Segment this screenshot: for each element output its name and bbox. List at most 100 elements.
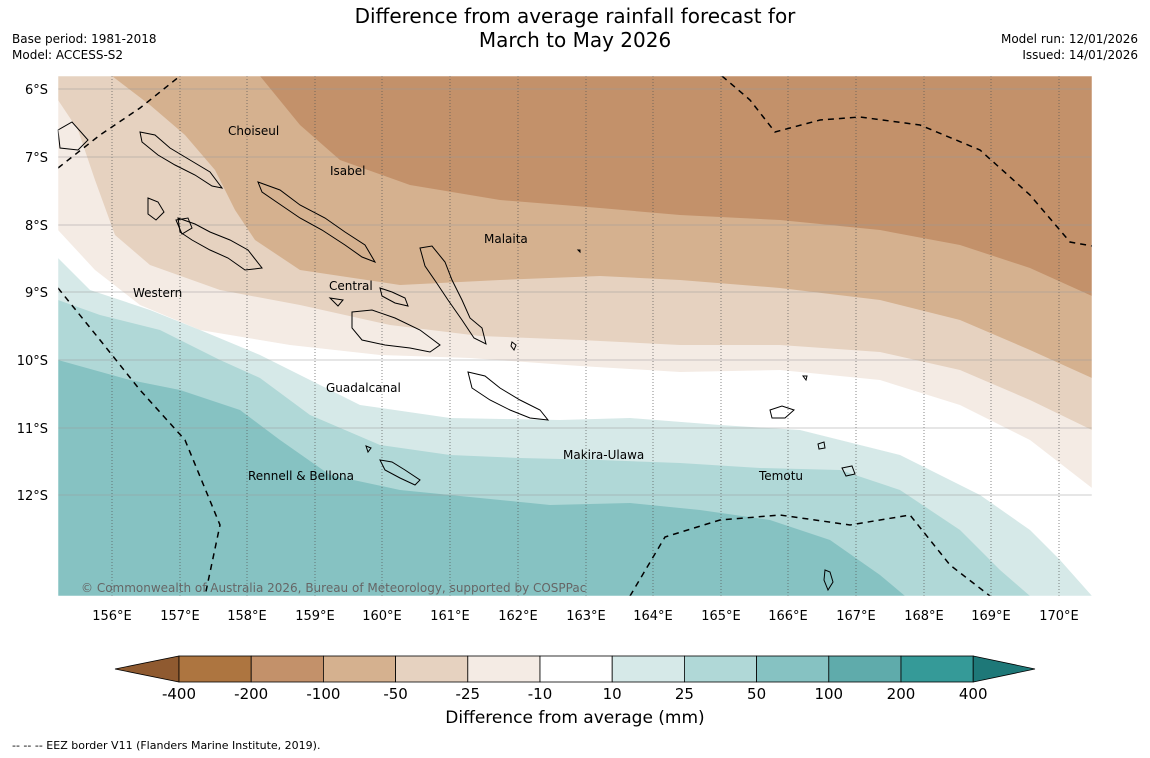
colorbar-bin xyxy=(467,655,541,683)
lon-label: 170°E xyxy=(1039,609,1079,624)
guadalcanal-island xyxy=(351,309,441,353)
latitude-lines xyxy=(58,88,1092,496)
vella-lavella-island xyxy=(147,197,165,221)
region-label-choiseul: Choiseul xyxy=(228,124,279,138)
colorbar-bin xyxy=(322,655,396,683)
eez-border xyxy=(58,76,1092,596)
colorbar-ticks: -400 -200 -100 -50 -25 -10 10 25 50 100 200 400 xyxy=(162,685,988,703)
region-label-central: Central xyxy=(329,279,373,293)
lat-label: 10°S xyxy=(17,354,48,369)
lon-label: 169°E xyxy=(971,609,1011,624)
lon-label: 162°E xyxy=(498,609,538,624)
lon-label: 167°E xyxy=(836,609,876,624)
region-label-malaita: Malaita xyxy=(484,232,528,246)
utupua-island xyxy=(817,441,826,450)
colorbar-bin xyxy=(395,655,469,683)
lon-label: 168°E xyxy=(904,609,944,624)
eez-footnote: -- -- -- EEZ border V11 (Flanders Marine… xyxy=(12,739,321,752)
anuta-island xyxy=(823,569,834,592)
lon-label: 165°E xyxy=(701,609,741,624)
lon-label: 163°E xyxy=(566,609,606,624)
title-line-2: March to May 2026 xyxy=(478,28,672,52)
region-label-guadalcanal: Guadalcanal xyxy=(326,381,401,395)
coastlines xyxy=(57,121,856,592)
colorbar-tick-label: -100 xyxy=(306,685,340,703)
colorbar-tick-label: 100 xyxy=(814,685,843,703)
longitude-labels: 156°E 157°E 158°E 159°E 160°E 161°E 162°… xyxy=(92,609,1079,624)
band-pos100 xyxy=(58,360,905,596)
bellona-island xyxy=(365,445,372,454)
lon-label: 157°E xyxy=(160,609,200,624)
lon-label: 164°E xyxy=(633,609,673,624)
colorbar-tick-label: -200 xyxy=(234,685,268,703)
colorbar-bin xyxy=(250,655,324,683)
shortland-island xyxy=(57,121,89,151)
rennell-island xyxy=(379,459,421,486)
region-label-western: Western xyxy=(133,286,182,300)
lat-label: 12°S xyxy=(17,489,48,504)
colorbar-tick-label: -400 xyxy=(162,685,196,703)
lat-label: 6°S xyxy=(25,83,48,98)
sikaiana-island xyxy=(576,249,581,254)
region-label-makira-ulawa: Makira-Ulawa xyxy=(563,448,644,462)
colorbar-tick-label: -50 xyxy=(383,685,408,703)
colorbar xyxy=(114,655,1036,683)
colorbar-tick-label: 200 xyxy=(887,685,916,703)
lon-label: 166°E xyxy=(768,609,808,624)
metadata-right: Model run: 12/01/2026 Issued: 14/01/2026 xyxy=(1001,31,1138,63)
kolombangara-island xyxy=(175,217,193,235)
colorbar-tick-label: -25 xyxy=(456,685,481,703)
lat-label: 11°S xyxy=(17,422,48,437)
choiseul-island xyxy=(139,131,224,189)
nggela-island xyxy=(379,287,409,307)
lon-label: 161°E xyxy=(430,609,470,624)
makira-island xyxy=(467,371,550,421)
ulawa-island xyxy=(510,341,517,352)
colorbar-bin xyxy=(684,655,758,683)
band-neg200 xyxy=(260,76,1092,296)
map-bands xyxy=(58,76,1092,596)
colorbar-extend-low xyxy=(114,655,180,683)
isabel-island xyxy=(257,181,377,263)
issued-text: Issued: 14/01/2026 xyxy=(1022,48,1138,62)
new-georgia-island xyxy=(177,217,263,271)
colorbar-tick-label: -10 xyxy=(528,685,553,703)
rainfall-map: Choiseul Isabel Malaita Western Central … xyxy=(17,75,1093,703)
lat-label: 9°S xyxy=(25,286,48,301)
colorbar-tick-label: 50 xyxy=(747,685,766,703)
colorbar-tick-label: 10 xyxy=(603,685,622,703)
chart-title: Difference from average rainfall forecas… xyxy=(0,4,1150,52)
vanikoro-island xyxy=(841,465,856,477)
copyright-text: © Commonwealth of Australia 2026, Bureau… xyxy=(81,581,586,595)
colorbar-tick-label: 400 xyxy=(959,685,988,703)
region-label-rennell-bellona: Rennell & Bellona xyxy=(248,469,354,483)
lon-label: 159°E xyxy=(295,609,335,624)
region-label-temotu: Temotu xyxy=(758,469,803,483)
model-run-text: Model run: 12/01/2026 xyxy=(1000,32,1138,46)
colorbar-bin xyxy=(178,655,252,683)
lat-label: 7°S xyxy=(25,151,48,166)
model-text: Model: ACCESS-S2 xyxy=(12,48,124,62)
colorbar-tick-label: 25 xyxy=(675,685,694,703)
colorbar-bin xyxy=(828,655,902,683)
santa-cruz-island xyxy=(769,405,795,419)
region-label-isabel: Isabel xyxy=(330,164,365,178)
colorbar-bin xyxy=(900,655,974,683)
colorbar-bin xyxy=(539,655,613,683)
colorbar-title: Difference from average (mm) xyxy=(445,708,705,728)
title-line-1: Difference from average rainfall forecas… xyxy=(354,4,796,28)
metadata-left: Base period: 1981-2018 Model: ACCESS-S2 xyxy=(12,31,157,63)
base-period-text: Base period: 1981-2018 xyxy=(12,32,157,46)
lon-label: 156°E xyxy=(92,609,132,624)
colorbar-bin xyxy=(756,655,830,683)
lon-label: 158°E xyxy=(227,609,267,624)
colorbar-extend-high xyxy=(972,655,1036,683)
lat-label: 8°S xyxy=(25,219,48,234)
lon-label: 160°E xyxy=(362,609,402,624)
colorbar-bin xyxy=(611,655,685,683)
latitude-labels: 6°S 7°S 8°S 9°S 10°S 11°S 12°S xyxy=(17,83,48,504)
duff-islands xyxy=(802,375,808,382)
region-labels: Choiseul Isabel Malaita Western Central … xyxy=(133,124,803,483)
russell-island xyxy=(328,297,344,307)
malaita-island xyxy=(419,245,487,345)
